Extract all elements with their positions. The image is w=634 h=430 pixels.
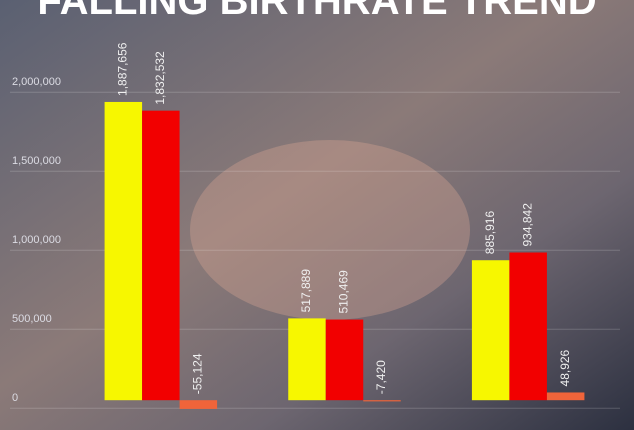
value-label: 1,887,656 xyxy=(116,42,130,96)
photo-hand xyxy=(190,140,470,320)
bar xyxy=(142,110,180,401)
bar xyxy=(179,400,218,409)
value-label: 885,916 xyxy=(483,211,497,255)
bar xyxy=(363,400,401,402)
bar xyxy=(288,318,326,401)
bar xyxy=(546,392,585,401)
value-label: 48,926 xyxy=(558,349,572,386)
chart-title: FALLING BIRTHRATE TREND xyxy=(37,0,596,23)
value-label: 1,832,532 xyxy=(153,51,167,105)
bar xyxy=(471,260,510,401)
value-label: 934,842 xyxy=(520,203,534,247)
y-tick-label: 1,500,000 xyxy=(12,155,61,167)
y-tick-label: 500,000 xyxy=(12,313,52,325)
bar xyxy=(104,101,143,401)
y-tick-label: 0 xyxy=(12,392,18,404)
y-tick-label: 1,000,000 xyxy=(12,234,61,246)
value-label: -7,420 xyxy=(374,360,388,394)
bar xyxy=(509,252,547,401)
value-label: -55,124 xyxy=(191,353,205,394)
value-label: 517,889 xyxy=(299,269,313,313)
bar xyxy=(325,319,364,401)
y-tick-label: 2,000,000 xyxy=(12,76,61,88)
value-label: 510,469 xyxy=(337,270,351,314)
